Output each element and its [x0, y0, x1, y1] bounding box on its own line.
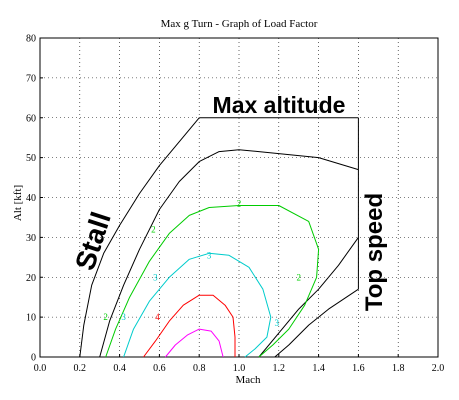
contour-label: 2	[151, 224, 156, 234]
y-tick-label: 60	[26, 113, 36, 124]
chart-title: Max g Turn - Graph of Load Factor	[161, 18, 318, 30]
x-tick-label: 0.0	[34, 363, 47, 374]
y-axis-ticks: 0 10 20 30 40 50 60 70 80	[26, 34, 43, 364]
x-tick-label: 1.2	[273, 363, 286, 374]
contour-label: 2	[237, 198, 242, 208]
y-axis-label: Alt [kft]	[12, 185, 24, 221]
x-tick-label: 0.2	[74, 363, 87, 374]
y-tick-label: 20	[26, 273, 36, 284]
y-tick-label: 80	[26, 34, 36, 45]
top-speed-annotation: Top speed	[361, 193, 388, 311]
series-group	[79, 117, 359, 358]
contour-label: 3	[207, 250, 212, 260]
y-tick-label: 50	[26, 153, 36, 164]
x-tick-label: 1.6	[352, 363, 365, 374]
x-tick-label: 1.8	[392, 363, 405, 374]
contour-line-2	[105, 205, 320, 358]
contour-label: 3	[153, 272, 158, 282]
stall-boundary	[79, 117, 200, 358]
y-tick-label: 30	[26, 233, 36, 244]
y-tick-label: 40	[26, 193, 36, 204]
x-tick-label: 0.4	[113, 363, 126, 374]
x-tick-label: 1.4	[312, 363, 325, 374]
y-tick-label: 0	[31, 353, 36, 364]
x-tick-label: 0.8	[193, 363, 206, 374]
contour-line-4	[143, 294, 236, 358]
contour-labels: 2 2 2 2 3 3 3 3 4	[103, 198, 301, 328]
x-tick-label: 0.6	[153, 363, 166, 374]
contour-line-3	[123, 252, 272, 358]
y-tick-label: 10	[26, 313, 36, 324]
max-altitude-annotation: Max altitude	[213, 92, 346, 118]
contour-label: 4	[155, 312, 160, 322]
x-tick-label: 1.0	[233, 363, 246, 374]
y-tick-label: 70	[26, 73, 36, 84]
envelope-lower-right	[274, 288, 359, 358]
load-factor-1	[99, 149, 359, 358]
x-tick-label: 2.0	[432, 363, 445, 374]
contour-label: 3	[121, 312, 126, 322]
contour-label: 3	[275, 318, 280, 328]
load-factor-1-lower	[258, 237, 359, 358]
contour-label: 2	[296, 272, 301, 282]
x-axis-label: Mach	[235, 374, 261, 386]
x-axis-ticks: 0.0 0.2 0.4 0.6 0.8 1.0 1.2 1.4 1.6 1.8 2.0	[34, 354, 445, 374]
contour-line-5	[165, 328, 224, 358]
contour-label: 2	[103, 312, 108, 322]
